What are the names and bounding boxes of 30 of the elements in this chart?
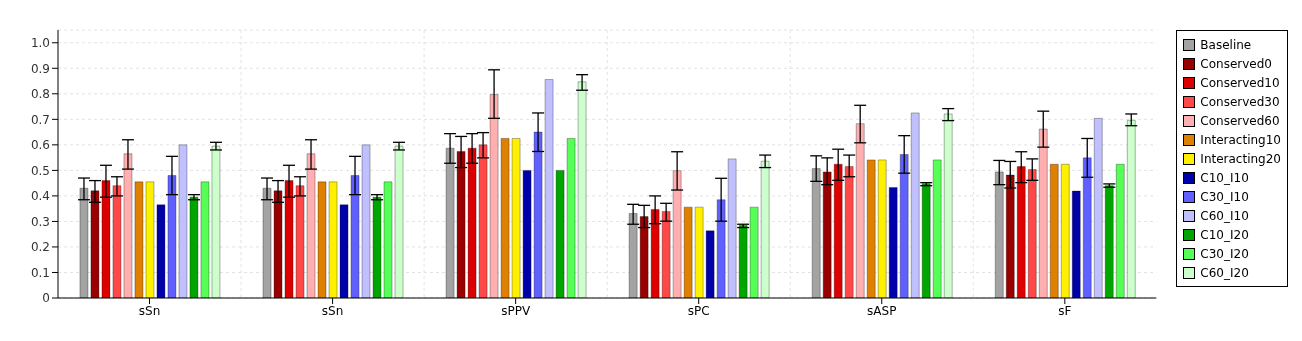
y-tick-label: 0.8	[30, 87, 50, 102]
y-tick-label: 0.5	[30, 163, 50, 178]
x-tick-label: sPPV	[501, 303, 531, 318]
y-tick-label: 0.4	[30, 189, 50, 204]
x-tick-label: sPC	[687, 303, 710, 318]
legend-label: Conserved10	[1200, 75, 1280, 90]
y-tick-label: 0.2	[30, 240, 50, 255]
x-tick-label: sSn	[138, 303, 161, 318]
legend-label: Interacting20	[1200, 151, 1281, 166]
y-tick-label: 0.3	[30, 214, 50, 229]
y-tick-label: 0.1	[30, 265, 50, 280]
x-tick-label: sF	[1058, 303, 1072, 318]
legend-label: Conserved60	[1200, 113, 1280, 128]
legend-label: C10_I20	[1200, 227, 1249, 242]
legend-label: C60_I10	[1200, 208, 1249, 223]
legend-label: Conserved30	[1200, 94, 1280, 109]
legend-label: Baseline	[1200, 37, 1252, 52]
legend-label: Conserved0	[1200, 56, 1272, 71]
y-tick-label: 0.6	[30, 138, 50, 153]
y-tick-label: 0	[42, 291, 50, 306]
x-tick-label: sSn	[321, 303, 344, 318]
y-tick-label: 1.0	[30, 36, 50, 51]
y-tick-label: 0.9	[30, 61, 50, 76]
legend-label: C30_I20	[1200, 246, 1249, 261]
legend-label: C60_I20	[1200, 265, 1249, 280]
y-tick-label: 0.7	[30, 112, 50, 127]
x-tick-label: sASP	[867, 303, 897, 318]
legend-label: C10_I10	[1200, 170, 1249, 185]
legend-label: Interacting10	[1200, 132, 1281, 147]
legend-label: C30_I10	[1200, 189, 1249, 204]
